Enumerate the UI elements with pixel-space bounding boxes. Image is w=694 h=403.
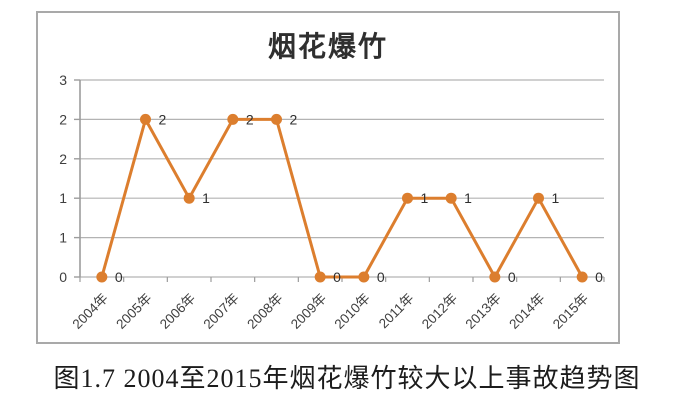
series-line xyxy=(100,117,584,279)
y-tick-label: 2 xyxy=(59,151,67,167)
chart-area: 3 2 2 1 1 0 0 2 1 2 2 0 0 1 1 0 1 0 2004年 2005年 2006年 2007年 20… xyxy=(36,11,620,344)
data-point-label: 2 xyxy=(246,111,254,127)
y-tick-label: 0 xyxy=(59,269,67,285)
data-point-marker xyxy=(271,113,282,125)
x-tick-label: 2006年 xyxy=(157,291,198,332)
x-tick-label: 2012年 xyxy=(419,291,460,332)
x-tick-label: 2007年 xyxy=(201,291,242,332)
x-tick-label: 2009年 xyxy=(288,291,329,332)
y-tick-label: 1 xyxy=(59,190,67,206)
x-tick-label: 2013年 xyxy=(463,291,504,332)
data-point-marker xyxy=(533,192,544,204)
data-point-marker xyxy=(489,271,501,283)
data-point-marker xyxy=(445,192,457,204)
data-point-label: 0 xyxy=(595,269,603,285)
figure-caption: 图1.7 2004至2015年烟花爆竹较大以上事故趋势图 xyxy=(53,364,641,393)
x-tick-label: 2008年 xyxy=(244,291,285,332)
x-tick-label: 2015年 xyxy=(550,291,591,332)
data-point-label: 1 xyxy=(464,190,472,206)
y-tick-label: 1 xyxy=(59,230,67,246)
chart-title: 烟花爆竹 xyxy=(267,32,388,63)
y-tick-label: 2 xyxy=(59,111,67,127)
data-point-marker xyxy=(96,271,108,283)
data-point-label: 0 xyxy=(377,269,385,285)
data-point-label: 1 xyxy=(552,190,560,206)
data-point-marker xyxy=(183,192,195,204)
data-point-label: 0 xyxy=(115,269,123,285)
x-tick-label: 2004年 xyxy=(70,291,111,332)
y-tick-label: 3 xyxy=(59,72,67,88)
x-tick-label: 2010年 xyxy=(332,291,373,332)
data-point-marker xyxy=(227,113,239,125)
x-tick-label: 2014年 xyxy=(506,291,547,332)
data-point-label: 0 xyxy=(333,269,341,285)
data-point-marker xyxy=(576,271,588,283)
data-point-marker xyxy=(140,113,151,125)
data-point-label: 1 xyxy=(421,190,429,206)
data-point-marker xyxy=(358,271,370,283)
data-point-marker xyxy=(314,271,326,283)
data-point-marker xyxy=(402,192,413,204)
data-point-label: 2 xyxy=(159,111,167,127)
data-point-label: 0 xyxy=(508,269,516,285)
x-tick-label: 2005年 xyxy=(113,291,154,332)
data-point-label: 1 xyxy=(202,190,210,206)
data-point-label: 2 xyxy=(290,111,298,127)
x-tick-label: 2011年 xyxy=(376,291,417,332)
